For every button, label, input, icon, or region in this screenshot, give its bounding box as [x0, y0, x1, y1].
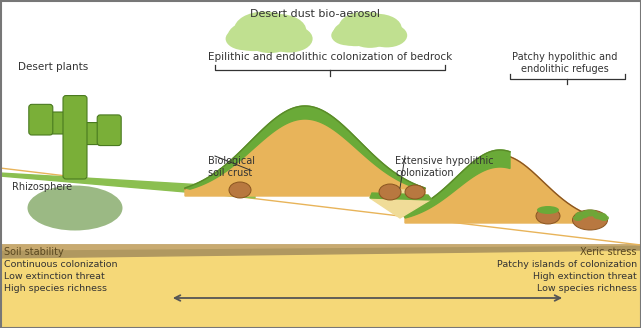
FancyBboxPatch shape — [82, 123, 111, 145]
Ellipse shape — [599, 215, 609, 221]
Bar — [0, 245, 641, 328]
Ellipse shape — [266, 25, 313, 52]
Ellipse shape — [349, 23, 391, 48]
Ellipse shape — [405, 185, 425, 199]
Ellipse shape — [575, 212, 589, 218]
Ellipse shape — [593, 213, 607, 219]
Text: Desert plants: Desert plants — [18, 62, 88, 72]
Text: Extensive hypolithic
colonization: Extensive hypolithic colonization — [395, 156, 494, 177]
Ellipse shape — [250, 14, 306, 47]
Text: Patchy islands of colonization
High extinction threat
Low species richness: Patchy islands of colonization High exti… — [497, 260, 637, 293]
Text: Soil stability: Soil stability — [4, 247, 63, 257]
Polygon shape — [405, 150, 510, 218]
Ellipse shape — [537, 206, 559, 214]
Ellipse shape — [536, 208, 560, 224]
Ellipse shape — [228, 21, 279, 51]
Ellipse shape — [582, 210, 598, 216]
FancyBboxPatch shape — [29, 104, 53, 135]
Polygon shape — [185, 114, 425, 196]
FancyBboxPatch shape — [39, 112, 68, 134]
Polygon shape — [0, 173, 255, 198]
Ellipse shape — [573, 215, 583, 221]
Ellipse shape — [338, 11, 392, 43]
Ellipse shape — [28, 186, 122, 231]
Ellipse shape — [333, 20, 378, 46]
Ellipse shape — [226, 27, 265, 50]
Ellipse shape — [331, 25, 365, 46]
Polygon shape — [405, 155, 595, 223]
Text: Rhizosphere: Rhizosphere — [12, 182, 72, 192]
Polygon shape — [0, 245, 641, 258]
Ellipse shape — [229, 182, 251, 198]
Ellipse shape — [353, 14, 402, 43]
Ellipse shape — [246, 25, 294, 53]
Text: Xeric stress: Xeric stress — [581, 247, 637, 257]
Polygon shape — [185, 106, 425, 189]
Ellipse shape — [379, 184, 401, 200]
Ellipse shape — [572, 210, 608, 230]
FancyBboxPatch shape — [63, 95, 87, 179]
Text: Biological
soil crust: Biological soil crust — [208, 156, 255, 177]
Text: Continuous colonization
Low extinction threat
High species richness: Continuous colonization Low extinction t… — [4, 260, 117, 293]
Text: Desert dust bio-aerosol: Desert dust bio-aerosol — [250, 9, 380, 19]
Polygon shape — [0, 245, 641, 250]
Ellipse shape — [234, 11, 295, 47]
Polygon shape — [370, 193, 432, 200]
FancyBboxPatch shape — [97, 115, 121, 146]
Polygon shape — [370, 190, 430, 218]
Ellipse shape — [367, 23, 407, 48]
Text: Epilithic and endolithic colonization of bedrock: Epilithic and endolithic colonization of… — [208, 52, 452, 62]
Polygon shape — [0, 168, 641, 245]
Text: Patchy hypolithic and
endolithic refuges: Patchy hypolithic and endolithic refuges — [512, 52, 618, 74]
